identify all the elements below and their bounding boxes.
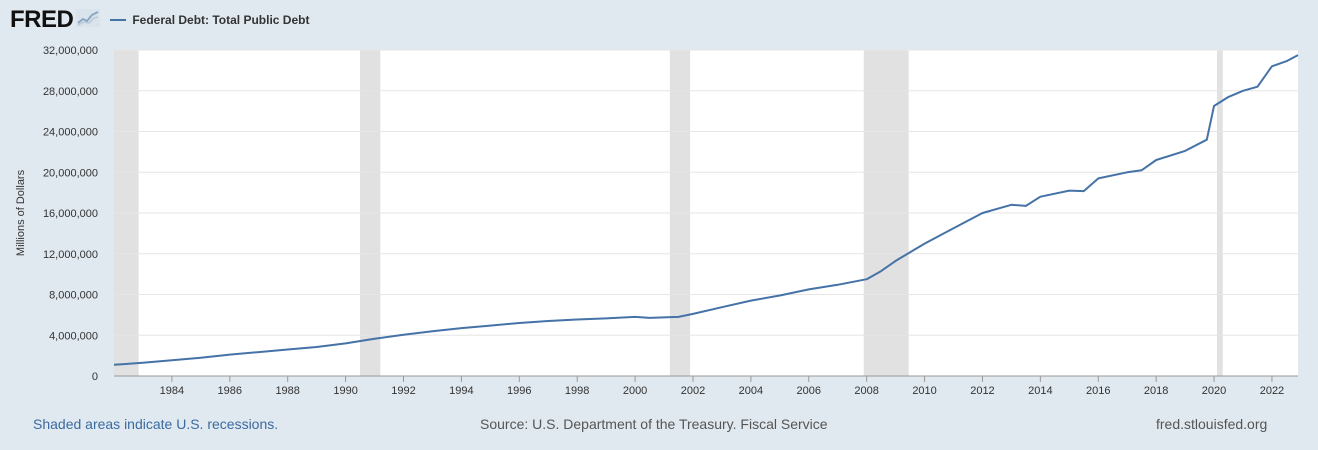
- x-tick-label: 2018: [1144, 385, 1168, 397]
- x-tick-label: 1988: [275, 385, 299, 397]
- fred-logo[interactable]: FRED: [10, 6, 74, 33]
- x-tick-label: 1984: [160, 385, 184, 397]
- x-tick-label: 2008: [854, 385, 878, 397]
- y-tick-label: 24,000,000: [43, 127, 98, 139]
- line-chart: 0 4,000,000 8,000,000 12,000,000 16,000,000 2…: [15, 45, 1299, 397]
- y-tick-label: 4,000,000: [49, 330, 98, 342]
- x-tick-label: 2014: [1028, 385, 1052, 397]
- y-tick-label: 0: [92, 371, 98, 383]
- x-tick-label: 2006: [797, 385, 821, 397]
- y-axis-label: Millions of Dollars: [15, 169, 27, 256]
- chart-line-icon: [76, 8, 101, 32]
- y-tick-label: 12,000,000: [43, 249, 98, 261]
- site-link[interactable]: fred.stlouisfed.org: [1156, 416, 1268, 432]
- recession-note[interactable]: Shaded areas indicate U.S. recessions.: [33, 416, 279, 432]
- x-tick-label: 1986: [218, 385, 242, 397]
- x-tick-label: 2012: [970, 385, 994, 397]
- series-line: [113, 54, 1299, 366]
- legend: Federal Debt: Total Public Debt: [110, 13, 309, 27]
- legend-label: Federal Debt: Total Public Debt: [132, 13, 310, 27]
- y-tick-label: 20,000,000: [43, 167, 98, 179]
- x-tick-label: 2004: [739, 385, 763, 397]
- y-tick-label: 16,000,000: [43, 208, 98, 220]
- x-tick-label: 2022: [1260, 385, 1284, 397]
- chart-header: FRED Federal Debt: Total Public Debt: [10, 6, 309, 34]
- y-tick-label: 28,000,000: [43, 86, 98, 98]
- y-tick-label: 32,000,000: [43, 45, 98, 57]
- x-tick-label: 1996: [507, 385, 531, 397]
- x-tick-label: 2020: [1202, 385, 1226, 397]
- x-tick-label: 1990: [333, 385, 357, 397]
- x-tick-label: 2002: [681, 385, 705, 397]
- y-tick-label: 8,000,000: [49, 290, 98, 302]
- x-tick-label: 2010: [912, 385, 936, 397]
- legend-swatch: [110, 19, 127, 21]
- x-tick-label: 2000: [623, 385, 647, 397]
- x-tick-label: 1992: [391, 385, 415, 397]
- x-tick-label: 1994: [449, 385, 473, 397]
- x-tick-label: 2016: [1086, 385, 1110, 397]
- source-note: Source: U.S. Department of the Treasury.…: [480, 416, 828, 432]
- x-tick-label: 1998: [565, 385, 589, 397]
